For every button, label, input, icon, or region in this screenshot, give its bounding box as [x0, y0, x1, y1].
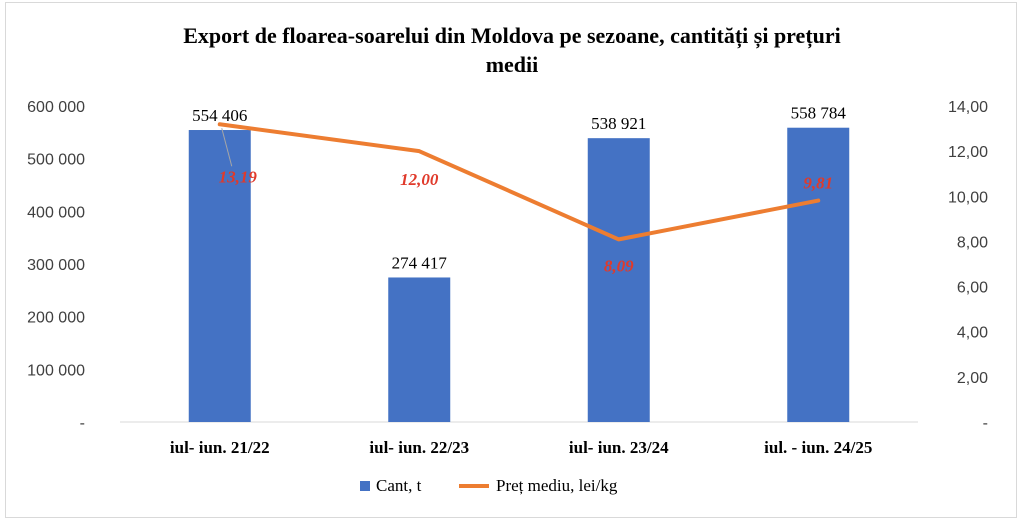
label-leader-line — [221, 128, 233, 167]
left-tick-label: - — [80, 415, 85, 432]
legend-swatch-bar — [360, 481, 370, 491]
bar-data-label: 274 417 — [392, 253, 448, 272]
price-data-label: 12,00 — [400, 170, 439, 189]
right-tick-label: 8,00 — [957, 234, 988, 251]
bar-data-label: 558 784 — [791, 104, 847, 123]
category-label: iul- iun. 22/23 — [369, 438, 469, 457]
bar — [787, 127, 850, 422]
bar-data-label: 554 406 — [192, 106, 247, 125]
chart-title-line-2: medii — [486, 52, 539, 77]
bar-data-label: 538 921 — [591, 114, 646, 133]
bar — [587, 138, 650, 422]
category-labels: iul- iun. 21/22 iul- iun. 22/23 iul- iun. … — [170, 438, 872, 457]
left-tick-label: 300 000 — [27, 257, 85, 274]
category-label: iul- iun. 23/24 — [569, 438, 669, 457]
price-point — [417, 149, 421, 153]
bar-data-labels: 554 406 274 417 538 921 558 784 — [192, 104, 846, 273]
price-data-label: 13,19 — [219, 167, 258, 186]
price-point — [816, 199, 820, 203]
price-data-label: 8,09 — [604, 256, 634, 275]
right-tick-label: 10,00 — [948, 189, 988, 206]
left-tick-label: 500 000 — [27, 152, 85, 169]
bar — [388, 277, 451, 422]
price-data-label: 9,81 — [803, 174, 833, 193]
right-tick-label: 6,00 — [957, 280, 988, 297]
line-data-labels: 13,19 12,00 8,09 9,81 — [219, 128, 833, 275]
price-line — [217, 122, 821, 242]
price-point — [218, 122, 222, 126]
legend-label-line: Preț mediu, lei/kg — [496, 476, 618, 495]
category-label: iul- iun. 21/22 — [170, 438, 270, 457]
right-tick-label: 2,00 — [957, 370, 988, 387]
legend-label-bar: Cant, t — [376, 476, 422, 495]
left-tick-label: 400 000 — [27, 204, 85, 221]
left-tick-label: 200 000 — [27, 310, 85, 327]
right-axis: - 2,00 4,00 6,00 8,00 10,00 12,00 14,00 — [948, 99, 988, 432]
right-tick-label: 4,00 — [957, 325, 988, 342]
right-tick-label: 12,00 — [948, 144, 988, 161]
bar — [188, 130, 251, 423]
line-series — [217, 122, 821, 242]
left-tick-label: 600 000 — [27, 99, 85, 116]
price-point — [617, 237, 621, 241]
chart-title-line-1: Export de floarea-soarelui din Moldova p… — [183, 23, 841, 49]
bar-series — [188, 127, 850, 423]
category-label: iul. - iun. 24/25 — [764, 438, 872, 457]
left-tick-label: 100 000 — [27, 362, 85, 379]
right-tick-label: 14,00 — [948, 99, 988, 116]
left-axis: - 100 000 200 000 300 000 400 000 500 000 600 … — [27, 99, 85, 432]
legend: Cant, t Preț mediu, lei/kg — [360, 476, 618, 495]
right-tick-label: - — [983, 415, 988, 432]
